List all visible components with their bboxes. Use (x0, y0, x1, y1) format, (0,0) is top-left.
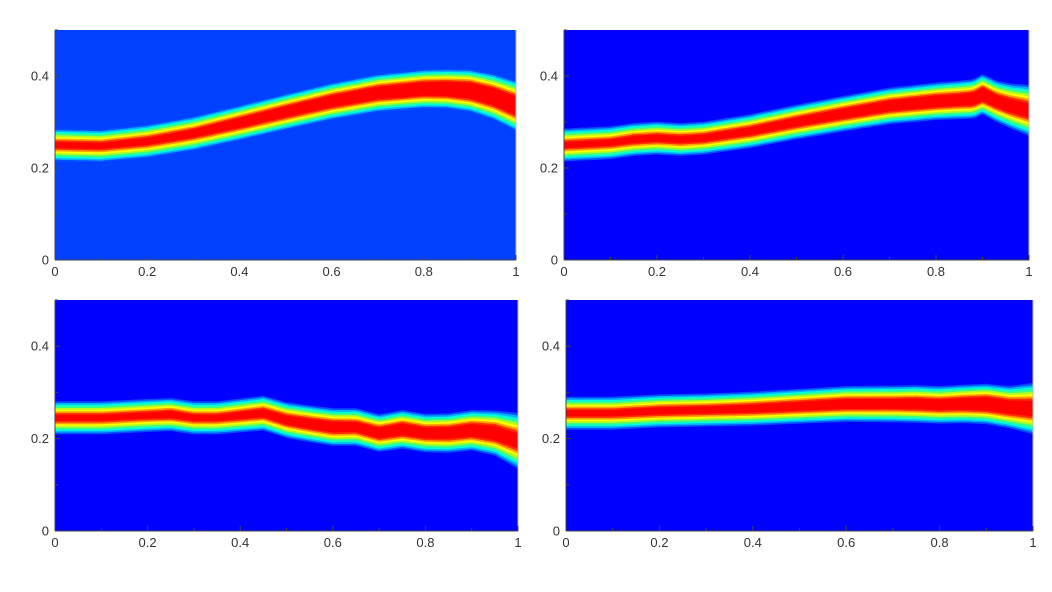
x-tick-label: 0.8 (416, 535, 434, 550)
x-tick-label: 0.4 (230, 264, 248, 279)
x-tick-label: 0.4 (231, 535, 249, 550)
x-tick-label: 0.6 (324, 535, 342, 550)
x-tick-label: 0.2 (139, 535, 157, 550)
x-tick-label: 0.2 (138, 264, 156, 279)
x-tick-label: 0.8 (931, 535, 949, 550)
x-tick-label: 0 (51, 535, 58, 550)
x-tick-label: 0 (560, 264, 567, 279)
y-tick-label: 0.4 (31, 339, 49, 354)
y-tick-label: 0.2 (31, 161, 49, 176)
x-tick-label: 1 (514, 535, 521, 550)
concentration-band (55, 395, 518, 469)
concentration-band (564, 74, 1029, 162)
y-tick-label: 0.4 (542, 339, 560, 354)
x-tick-label: 0.2 (650, 535, 668, 550)
x-tick-label: 1 (1025, 264, 1032, 279)
x-tick-label: 0.4 (741, 264, 759, 279)
x-tick-label: 0.8 (415, 264, 433, 279)
x-tick-label: 0.4 (744, 535, 762, 550)
x-tick-label: 0 (562, 535, 569, 550)
x-tick-label: 0.2 (648, 264, 666, 279)
contour-level-9 (564, 87, 1029, 149)
y-tick-label: 0 (551, 253, 558, 268)
contour-level-8 (55, 407, 518, 452)
y-tick-label: 0 (553, 524, 560, 539)
heatmap-panel-3: 0 0.2 0.4 0.6 0.8 1 0 0.2 0.4 (31, 299, 522, 550)
heatmap-panel-4: 0 0.2 0.4 0.6 0.8 1 0 0.2 0.4 (542, 299, 1037, 550)
heatmap-panel-1: 0 0.2 0.4 0.6 0.8 1 0 0.2 0.4 (31, 29, 520, 279)
x-tick-label: 0 (51, 264, 58, 279)
x-tick-label: 1 (512, 264, 519, 279)
x-tick-label: 1 (1029, 535, 1036, 550)
x-tick-label: 0.6 (837, 535, 855, 550)
x-tick-label: 0.8 (927, 264, 945, 279)
x-tick-label: 0.6 (323, 264, 341, 279)
y-tick-label: 0 (42, 524, 49, 539)
contour-level-9 (55, 81, 516, 149)
y-tick-label: 0.4 (31, 69, 49, 84)
y-tick-label: 0.2 (540, 161, 558, 176)
y-tick-label: 0.2 (542, 431, 560, 446)
contour-level-9 (55, 409, 518, 449)
y-tick-label: 0 (42, 253, 49, 268)
y-tick-label: 0.4 (540, 69, 558, 84)
concentration-band (55, 68, 516, 163)
x-tick-label: 0.6 (834, 264, 852, 279)
concentration-band (566, 382, 1033, 435)
y-tick-label: 0.2 (31, 431, 49, 446)
contour-level-9 (566, 397, 1033, 417)
heatmap-panel-2: 0 0.2 0.4 0.6 0.8 1 0 0.2 0.4 (540, 29, 1033, 279)
